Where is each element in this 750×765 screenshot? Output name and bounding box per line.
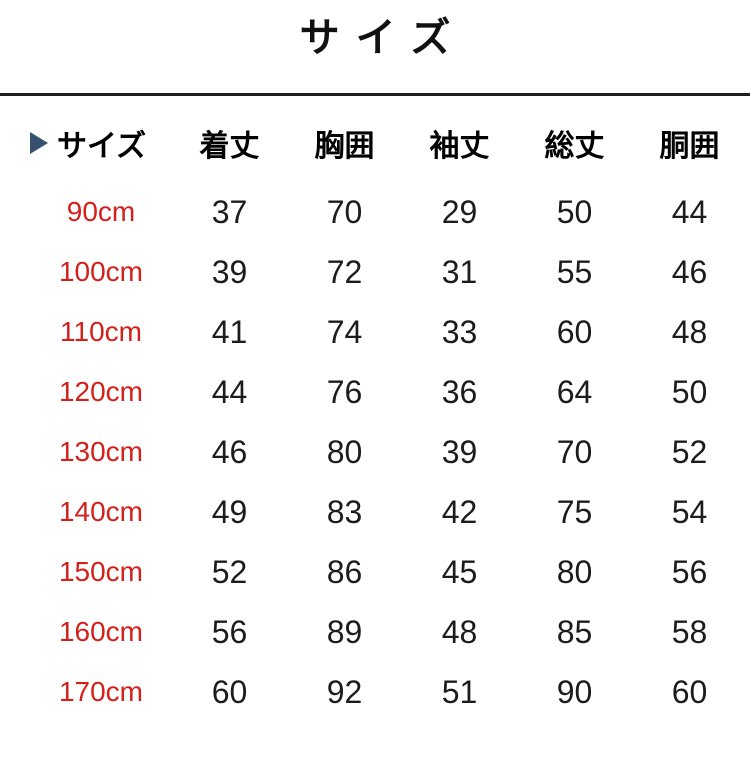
row-value-cell: 44 <box>671 193 708 230</box>
row-value-cell: 33 <box>441 313 478 350</box>
row-value-cell: 72 <box>326 253 363 290</box>
row-value-cell: 48 <box>441 613 478 650</box>
row-value-cell: 36 <box>441 373 478 410</box>
row-value-cell: 60 <box>211 673 248 710</box>
table-row: 120cm 44 76 36 64 50 <box>30 362 750 422</box>
row-value-cell: 74 <box>326 313 363 350</box>
header-col-waist: 胴囲 <box>659 130 720 163</box>
row-value-cell: 31 <box>441 253 478 290</box>
row-value-cell: 64 <box>556 373 593 410</box>
row-size-label: 140cm <box>58 496 144 527</box>
table-row: 160cm 56 89 48 85 58 <box>30 602 750 662</box>
row-value-cell: 50 <box>671 373 708 410</box>
row-value-cell: 39 <box>441 433 478 470</box>
table-header-row: サイズ 着丈 胸囲 袖丈 総丈 胴囲 <box>30 113 750 173</box>
row-value-cell: 58 <box>671 613 708 650</box>
row-value-cell: 39 <box>211 253 248 290</box>
row-value-cell: 85 <box>556 613 593 650</box>
row-size-label: 90cm <box>66 196 136 227</box>
row-value-cell: 80 <box>556 553 593 590</box>
header-col-chest: 胸囲 <box>314 130 375 163</box>
row-value-cell: 37 <box>211 193 248 230</box>
table-body: 90cm 37 70 29 50 44 100cm 39 72 31 55 46 110cm 41 74 33… <box>30 182 750 722</box>
header-col-body-length: 着丈 <box>199 130 260 163</box>
row-value-cell: 70 <box>556 433 593 470</box>
table-row: 170cm 60 92 51 90 60 <box>30 662 750 722</box>
row-value-cell: 75 <box>556 493 593 530</box>
row-value-cell: 56 <box>211 613 248 650</box>
table-row: 140cm 49 83 42 75 54 <box>30 482 750 542</box>
table-row: 100cm 39 72 31 55 46 <box>30 242 750 302</box>
title-divider <box>0 93 750 96</box>
row-value-cell: 46 <box>211 433 248 470</box>
row-value-cell: 49 <box>211 493 248 530</box>
page-title: サイズ <box>299 16 467 60</box>
row-value-cell: 42 <box>441 493 478 530</box>
row-value-cell: 70 <box>326 193 363 230</box>
row-value-cell: 60 <box>556 313 593 350</box>
row-value-cell: 44 <box>211 373 248 410</box>
row-value-cell: 46 <box>671 253 708 290</box>
row-value-cell: 50 <box>556 193 593 230</box>
row-value-cell: 60 <box>671 673 708 710</box>
header-size-cell: サイズ <box>30 121 172 165</box>
row-value-cell: 56 <box>671 553 708 590</box>
row-value-cell: 86 <box>326 553 363 590</box>
play-arrow-icon <box>30 132 48 154</box>
row-size-label: 120cm <box>58 376 144 407</box>
row-value-cell: 45 <box>441 553 478 590</box>
row-value-cell: 41 <box>211 313 248 350</box>
table-row: 110cm 41 74 33 60 48 <box>30 302 750 362</box>
row-value-cell: 83 <box>326 493 363 530</box>
table-row: 130cm 46 80 39 70 52 <box>30 422 750 482</box>
row-size-label: 130cm <box>58 436 144 467</box>
row-size-label: 100cm <box>58 256 144 287</box>
row-value-cell: 52 <box>671 433 708 470</box>
header-col-sleeve-length: 袖丈 <box>429 130 490 163</box>
row-value-cell: 51 <box>441 673 478 710</box>
row-size-label: 170cm <box>58 676 144 707</box>
row-value-cell: 92 <box>326 673 363 710</box>
header-col-total-length: 総丈 <box>544 130 605 163</box>
row-value-cell: 54 <box>671 493 708 530</box>
size-table: サイズ 着丈 胸囲 袖丈 総丈 胴囲 90cm 37 70 29 50 44 100cm 39… <box>30 113 750 722</box>
row-value-cell: 52 <box>211 553 248 590</box>
row-value-cell: 89 <box>326 613 363 650</box>
row-value-cell: 80 <box>326 433 363 470</box>
row-value-cell: 48 <box>671 313 708 350</box>
row-size-label: 150cm <box>58 556 144 587</box>
table-row: 150cm 52 86 45 80 56 <box>30 542 750 602</box>
row-value-cell: 76 <box>326 373 363 410</box>
header-size-label: サイズ <box>57 130 147 163</box>
row-value-cell: 29 <box>441 193 478 230</box>
row-size-label: 160cm <box>58 616 144 647</box>
table-row: 90cm 37 70 29 50 44 <box>30 182 750 242</box>
row-value-cell: 55 <box>556 253 593 290</box>
row-size-label: 110cm <box>60 316 142 347</box>
row-value-cell: 90 <box>556 673 593 710</box>
